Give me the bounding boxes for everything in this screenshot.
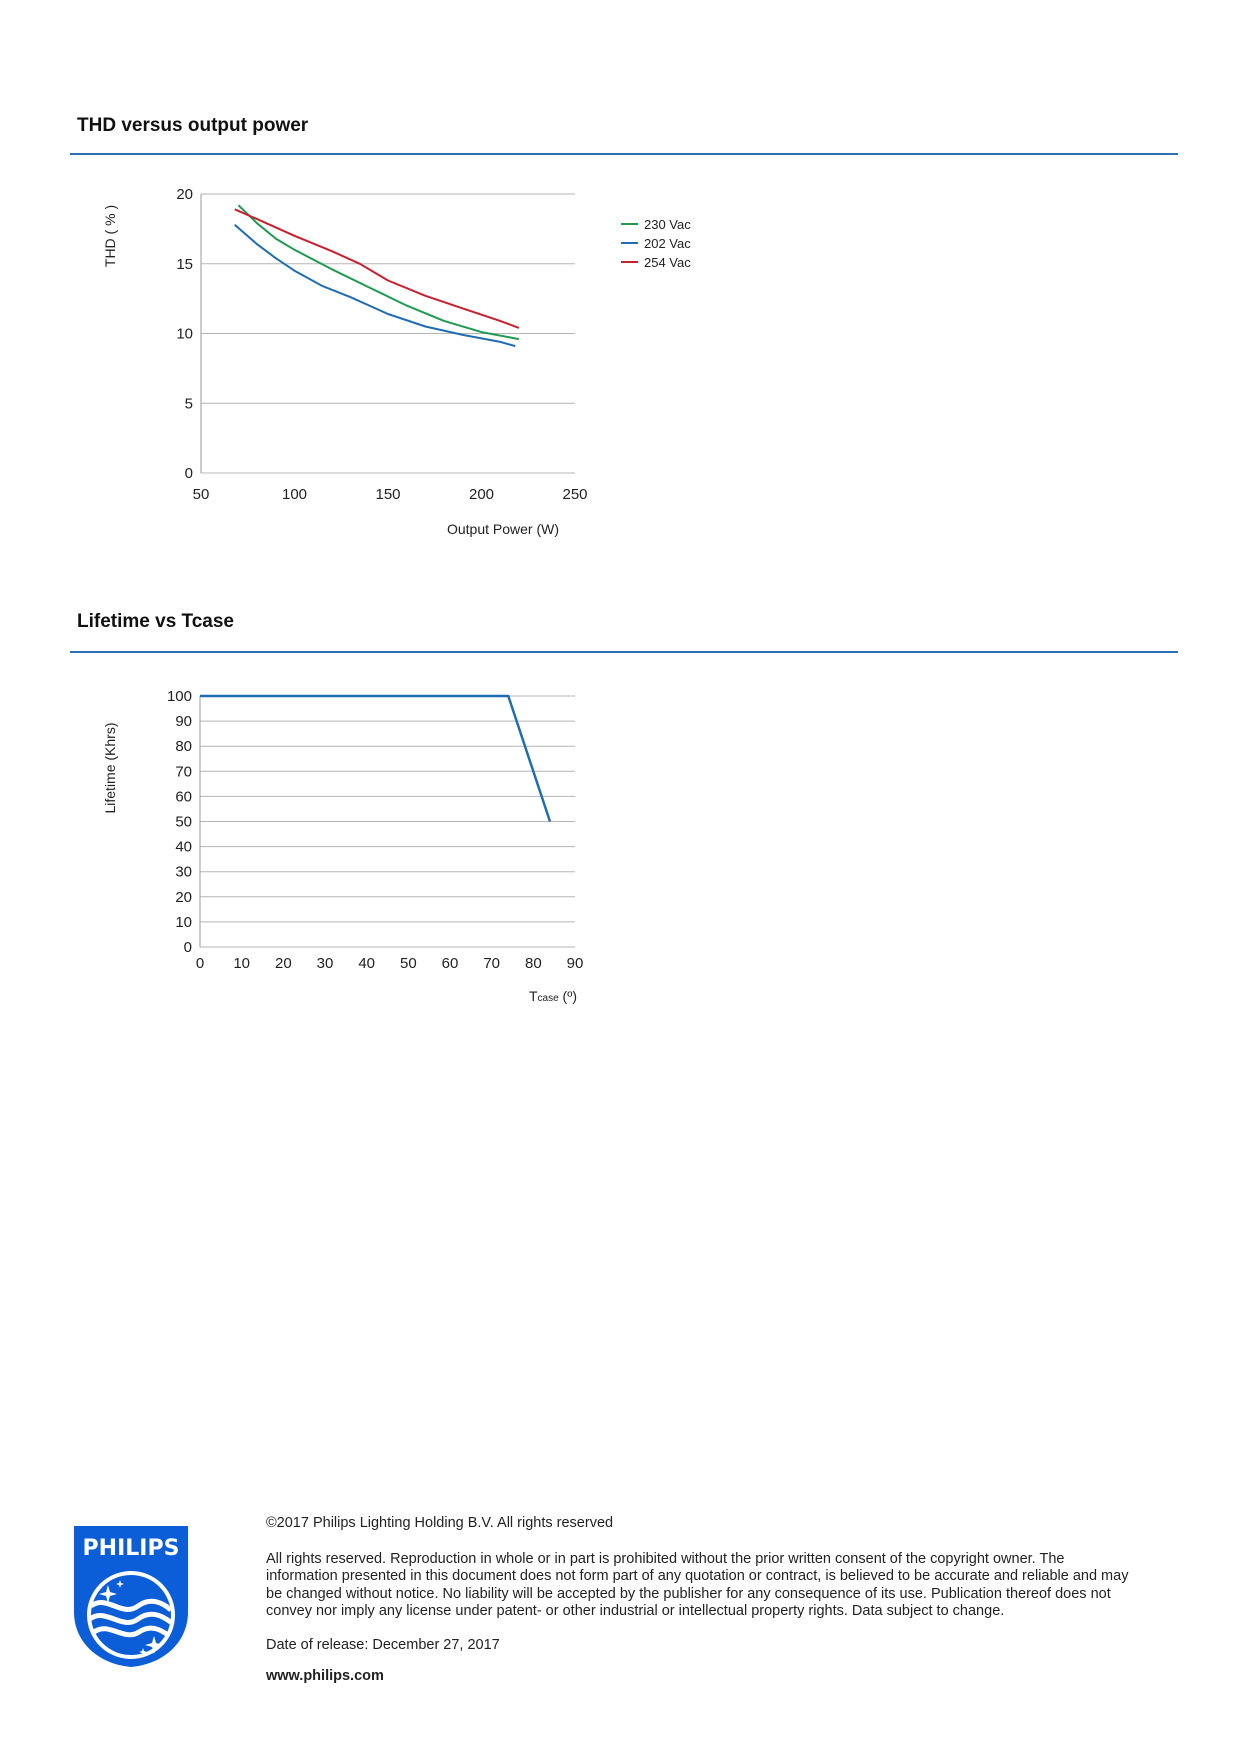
series-line [237, 204, 520, 341]
legend-label: 254 Vac [644, 255, 691, 270]
y-tick-label: 100 [167, 688, 192, 705]
y-tick-label: 5 [185, 395, 193, 412]
y-tick-label: 30 [175, 864, 192, 881]
thd-section-rule [70, 153, 1178, 155]
website-link[interactable]: www.philips.com [266, 1668, 384, 1684]
x-tick-label: 50 [193, 486, 210, 503]
legend-label: 202 Vac [644, 236, 691, 251]
x-tick-label: 200 [469, 486, 494, 503]
x-tick-label: 0 [196, 955, 204, 972]
series-line [234, 208, 520, 329]
lifetime-section-title: Lifetime vs Tcase [77, 611, 235, 632]
x-axis-label: Output Power (W) [447, 521, 559, 537]
y-tick-label: 10 [176, 326, 193, 343]
x-axis-label: Tcase (º) [529, 988, 577, 1004]
thd-chart: 0 5 10 15 20 50 100 150 200 250 THD ( % ) Output Po… [102, 186, 691, 537]
x-tick-label: 40 [358, 955, 375, 972]
y-tick-label: 0 [185, 465, 193, 482]
x-tick-label: 70 [483, 955, 500, 972]
x-tick-label: 20 [275, 955, 292, 972]
copyright-text: ©2017 Philips Lighting Holding B.V. All … [266, 1515, 614, 1531]
y-axis-label: Lifetime (Khrs) [102, 722, 118, 813]
y-tick-label: 40 [175, 839, 192, 856]
legend-label: 230 Vac [644, 217, 691, 232]
y-tick-label: 70 [175, 763, 192, 780]
thd-section-title: THD versus output power [77, 115, 309, 136]
x-tick-label: 10 [233, 955, 250, 972]
x-tick-label: 80 [525, 955, 542, 972]
footer: ©2017 Philips Lighting Holding B.V. All … [266, 1515, 1136, 1686]
series-line [234, 223, 516, 348]
y-axis-label: THD ( % ) [102, 205, 118, 267]
philips-logo: PHILIPS [72, 1524, 190, 1669]
y-tick-label: 20 [175, 889, 192, 906]
y-tick-label: 10 [175, 914, 192, 931]
x-tick-label: 100 [282, 486, 307, 503]
logo-wordmark: PHILIPS [83, 1536, 180, 1561]
y-tick-label: 15 [176, 256, 193, 273]
y-tick-label: 0 [184, 939, 192, 956]
x-tick-label: 30 [317, 955, 334, 972]
y-tick-label: 80 [175, 738, 192, 755]
series-line [200, 694, 552, 822]
y-tick-label: 50 [175, 814, 192, 831]
x-tick-label: 250 [562, 486, 587, 503]
release-date: Date of release: December 27, 2017 [266, 1636, 500, 1653]
legal-disclaimer: All rights reserved. Reproduction in who… [266, 1550, 1129, 1620]
y-tick-label: 20 [176, 186, 193, 203]
lifetime-section-rule [70, 651, 1178, 653]
lifetime-chart: 0 10 20 30 40 50 60 70 80 90 100 0 10 20 30 40 50 60 70 80 9… [102, 688, 584, 1004]
y-tick-label: 60 [175, 788, 192, 805]
x-tick-label: 50 [400, 955, 417, 972]
x-tick-label: 60 [442, 955, 459, 972]
x-tick-label: 90 [567, 955, 584, 972]
y-tick-label: 90 [175, 713, 192, 730]
x-tick-label: 150 [375, 486, 400, 503]
